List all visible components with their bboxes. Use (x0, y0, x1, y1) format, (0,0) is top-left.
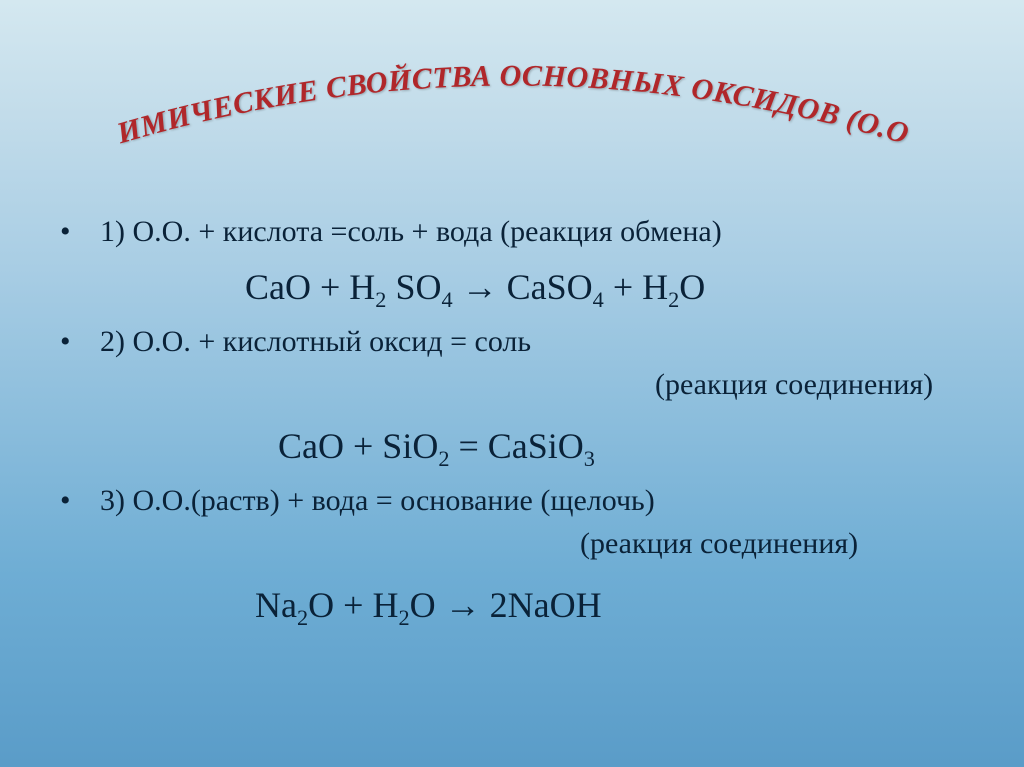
rule-1-text: 1) О.О. + кислота =соль + вода (реакция … (100, 210, 722, 254)
slide-title: ХИМИЧЕСКИЕ СВОЙСТВА ОСНОВНЫХ ОКСИДОВ (О.… (0, 48, 1024, 173)
formula-2: CaO + SiO2 = CaSiO3 (100, 419, 964, 473)
bullet-icon: • (60, 213, 100, 247)
formula-1: CaO + H2 SO4 → CaSO4 + H2O (100, 260, 964, 314)
svg-text:ХИМИЧЕСКИЕ СВОЙСТВА ОСНОВНЫХ О: ХИМИЧЕСКИЕ СВОЙСТВА ОСНОВНЫХ ОКСИДОВ (О.… (62, 48, 913, 151)
bullet-icon: • (60, 482, 100, 516)
rule-2: • 2) О.О. + кислотный оксид = соль (60, 320, 964, 364)
rule-2-note: (реакция соединения) (60, 363, 964, 407)
bullet-icon: • (60, 323, 100, 357)
rule-1: • 1) О.О. + кислота =соль + вода (реакци… (60, 210, 964, 254)
rule-2-text: 2) О.О. + кислотный оксид = соль (100, 320, 531, 364)
rule-2-note-text: (реакция соединения) (100, 363, 933, 407)
rule-3-note-text: (реакция соединения) (100, 522, 858, 566)
rule-3-text: 3) О.О.(раств) + вода = основание (щелоч… (100, 479, 655, 523)
slide-body: • 1) О.О. + кислота =соль + вода (реакци… (60, 210, 964, 632)
rule-3-note: (реакция соединения) (60, 522, 964, 566)
rule-3: • 3) О.О.(раств) + вода = основание (щел… (60, 479, 964, 523)
formula-3: Na2O + H2O → 2NaOH (100, 578, 964, 632)
